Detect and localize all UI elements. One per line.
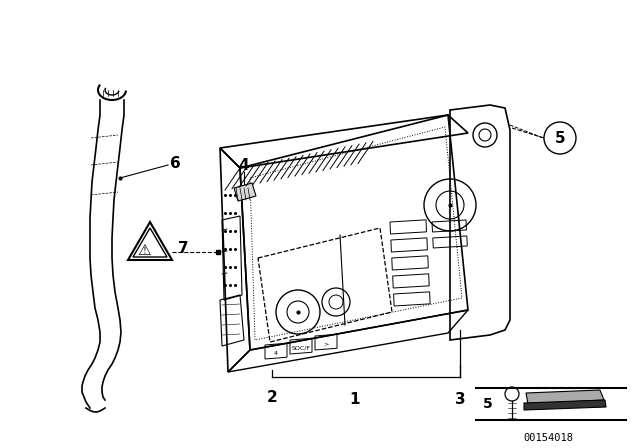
Text: 7: 7 bbox=[178, 241, 189, 255]
Text: 4: 4 bbox=[239, 158, 250, 172]
Text: 6: 6 bbox=[170, 155, 180, 171]
Text: 5: 5 bbox=[555, 130, 565, 146]
Text: 1: 1 bbox=[349, 392, 360, 407]
Polygon shape bbox=[526, 390, 604, 404]
Text: 3: 3 bbox=[454, 392, 465, 407]
Text: 00154018: 00154018 bbox=[523, 433, 573, 443]
Polygon shape bbox=[234, 183, 256, 201]
Text: ⚠: ⚠ bbox=[137, 242, 151, 258]
Polygon shape bbox=[524, 400, 606, 410]
Text: 2: 2 bbox=[267, 390, 277, 405]
Text: 4: 4 bbox=[274, 350, 278, 356]
Text: SOC/F: SOC/F bbox=[291, 345, 310, 350]
Text: >: > bbox=[323, 341, 328, 346]
Text: 5: 5 bbox=[483, 397, 493, 411]
